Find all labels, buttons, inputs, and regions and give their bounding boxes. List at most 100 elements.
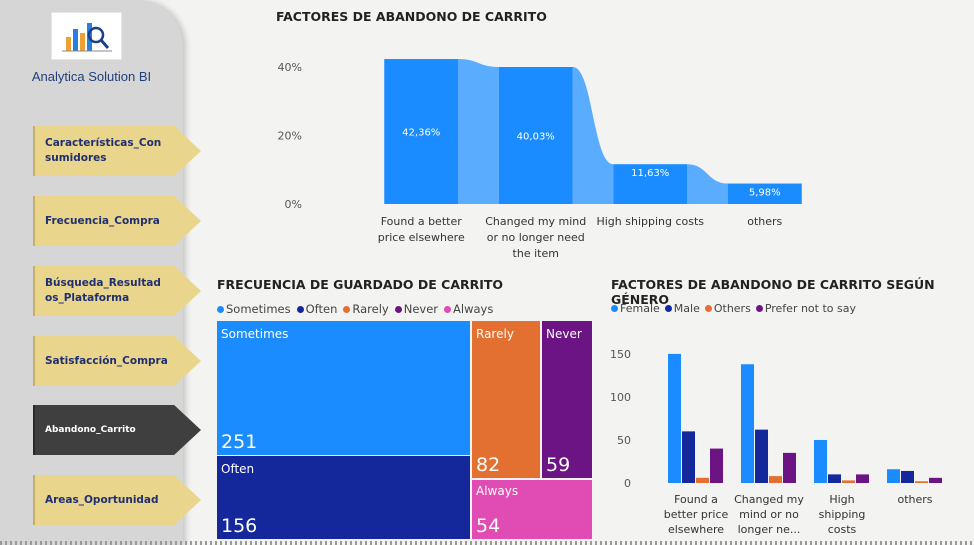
ribbon-bar[interactable]: [384, 59, 459, 204]
legend-label: Rarely: [352, 302, 389, 316]
nav-item-label: Areas_Oportunidad: [45, 493, 159, 506]
treemap-cell-label: Sometimes: [221, 327, 289, 341]
treemap-cell-always[interactable]: Always 54: [472, 480, 592, 539]
treemap-cell-label: Often: [221, 462, 255, 476]
ribbon-bar[interactable]: [498, 67, 573, 204]
grouped-bar[interactable]: [755, 429, 768, 483]
treemap-cell-rarely[interactable]: Rarely 82: [472, 321, 540, 478]
grouped-bar[interactable]: [769, 476, 782, 483]
y-tick-label: 40%: [278, 61, 302, 74]
nav-item-satisfaccion-compra[interactable]: Satisfacción_Compra: [33, 336, 201, 386]
brand-name: Analytica Solution BI: [31, 69, 152, 84]
nav-item-label: Abandono_Carrito: [45, 424, 136, 435]
y-tick-label: 50: [617, 434, 631, 447]
treemap-cell-sometimes[interactable]: Sometimes 251: [217, 321, 470, 455]
legend-item-often[interactable]: Often: [296, 302, 338, 316]
ribbon-chart: 0% 20% 40% 42,36% Found a better price elsewh…: [278, 59, 802, 260]
nav-item-label: Características_Consumidores: [45, 137, 162, 164]
legend-dot: [217, 305, 224, 313]
grouped-chart-title: FACTORES DE ABANDONO DE CARRITO SEGÚN GÉ…: [611, 277, 935, 307]
x-category-label: price elsewhere: [378, 231, 465, 244]
y-tick-label: 0: [624, 477, 631, 490]
legend-label: Others: [713, 302, 751, 315]
grouped-bar[interactable]: [682, 431, 695, 483]
legend-dot: [296, 305, 304, 313]
treemap-cell-label: Rarely: [476, 327, 514, 341]
ribbon-bar-value: 11,63%: [631, 168, 669, 179]
legend-item-sometimes[interactable]: Sometimes: [217, 302, 291, 316]
legend-item-male[interactable]: Male: [664, 302, 700, 315]
grouped-bar[interactable]: [783, 452, 796, 483]
sidebar: Analytica Solution BI Características_Co…: [0, 0, 201, 545]
nav-item-busqueda-resultados-plataforma[interactable]: Búsqueda_Resultados_Plataforma: [33, 266, 201, 316]
treemap-cell-value: 251: [221, 431, 258, 453]
ribbon-bar-value: 42,36%: [402, 128, 440, 139]
y-tick-label: 150: [610, 348, 631, 361]
legend-item-rarely[interactable]: Rarely: [343, 302, 389, 316]
grouped-bar[interactable]: [741, 364, 754, 483]
grouped-bar[interactable]: [828, 474, 841, 483]
legend-dot: [343, 305, 351, 313]
ribbon-bar-value: 40,03%: [517, 132, 555, 143]
logo: [51, 12, 122, 60]
y-tick-label: 100: [610, 391, 631, 404]
grouped-bar[interactable]: [929, 477, 942, 483]
x-category-label: longer ne...: [738, 523, 801, 536]
nav-item-frecuencia-compra[interactable]: Frecuencia_Compra: [33, 196, 201, 246]
x-category-label: shipping: [819, 508, 866, 521]
ribbon-connector: [572, 67, 614, 204]
grouped-bar[interactable]: [842, 480, 855, 483]
chart-magnifier-icon: [62, 23, 112, 52]
treemap-legend: Sometimes Often Rarely Never Always: [217, 302, 493, 316]
x-category-label: Changed my mind: [485, 215, 586, 228]
legend-item-always[interactable]: Always: [444, 302, 493, 316]
ribbon-connector: [687, 164, 728, 204]
treemap-cell-often[interactable]: Often 156: [217, 456, 470, 539]
treemap-cell-value: 82: [476, 454, 501, 476]
y-tick-label: 20%: [278, 130, 302, 143]
grouped-bar[interactable]: [668, 353, 681, 483]
treemap-cell-value: 156: [221, 515, 258, 537]
ribbon-bar-value: 5,98%: [749, 188, 781, 199]
grouped-bar[interactable]: [696, 477, 709, 483]
legend-label: Often: [305, 302, 338, 316]
legend-label: Male: [673, 302, 700, 315]
legend-dot: [755, 305, 763, 312]
nav-item-label: Frecuencia_Compra: [45, 214, 160, 227]
legend-item-others[interactable]: Others: [704, 302, 751, 315]
nav-item-areas-oportunidad[interactable]: Areas_Oportunidad: [33, 475, 201, 525]
nav-item-abandono-carrito[interactable]: Abandono_Carrito: [33, 405, 201, 455]
grouped-bar-chart: 0 50 100 150 Found a better price elsewhere Cha…: [610, 348, 942, 536]
legend-dot: [444, 305, 452, 313]
x-category-label: elsewhere: [668, 523, 724, 536]
x-category-label: mind or no: [739, 508, 799, 521]
grouped-bar[interactable]: [710, 448, 723, 483]
x-category-label: costs: [828, 523, 857, 536]
x-category-label: Found a better: [381, 215, 462, 228]
grouped-bar[interactable]: [814, 439, 827, 483]
legend-item-female[interactable]: Female: [611, 302, 660, 315]
nav-item-caracteristicas-consumidores[interactable]: Características_Consumidores: [33, 126, 201, 176]
grouped-bar[interactable]: [887, 469, 900, 483]
legend-item-prefer-not-to-say[interactable]: Prefer not to say: [755, 302, 856, 315]
legend-item-never[interactable]: Never: [394, 302, 438, 316]
treemap-cell-never[interactable]: Never 59: [542, 321, 592, 478]
ribbon-chart-title: FACTORES DE ABANDONO DE CARRITO: [276, 9, 547, 24]
ribbon-bar[interactable]: [613, 164, 688, 204]
grouped-bar[interactable]: [915, 481, 928, 483]
grouped-bar[interactable]: [856, 474, 869, 483]
bottom-divider: [0, 541, 974, 545]
x-category-label: Changed my: [734, 493, 804, 506]
nav-item-label: Satisfacción_Compra: [45, 354, 168, 367]
ribbon-bar[interactable]: [727, 183, 802, 204]
x-category-label: the item: [513, 247, 559, 260]
legend-label: Prefer not to say: [764, 302, 856, 315]
legend-label: Female: [620, 302, 660, 315]
y-tick-label: 0%: [285, 198, 302, 211]
x-category-label: others: [747, 215, 782, 228]
treemap-cell-value: 59: [546, 454, 571, 476]
treemap-cell-label: Always: [476, 484, 519, 498]
grouped-bar[interactable]: [901, 470, 914, 483]
legend-label: Always: [453, 302, 494, 316]
